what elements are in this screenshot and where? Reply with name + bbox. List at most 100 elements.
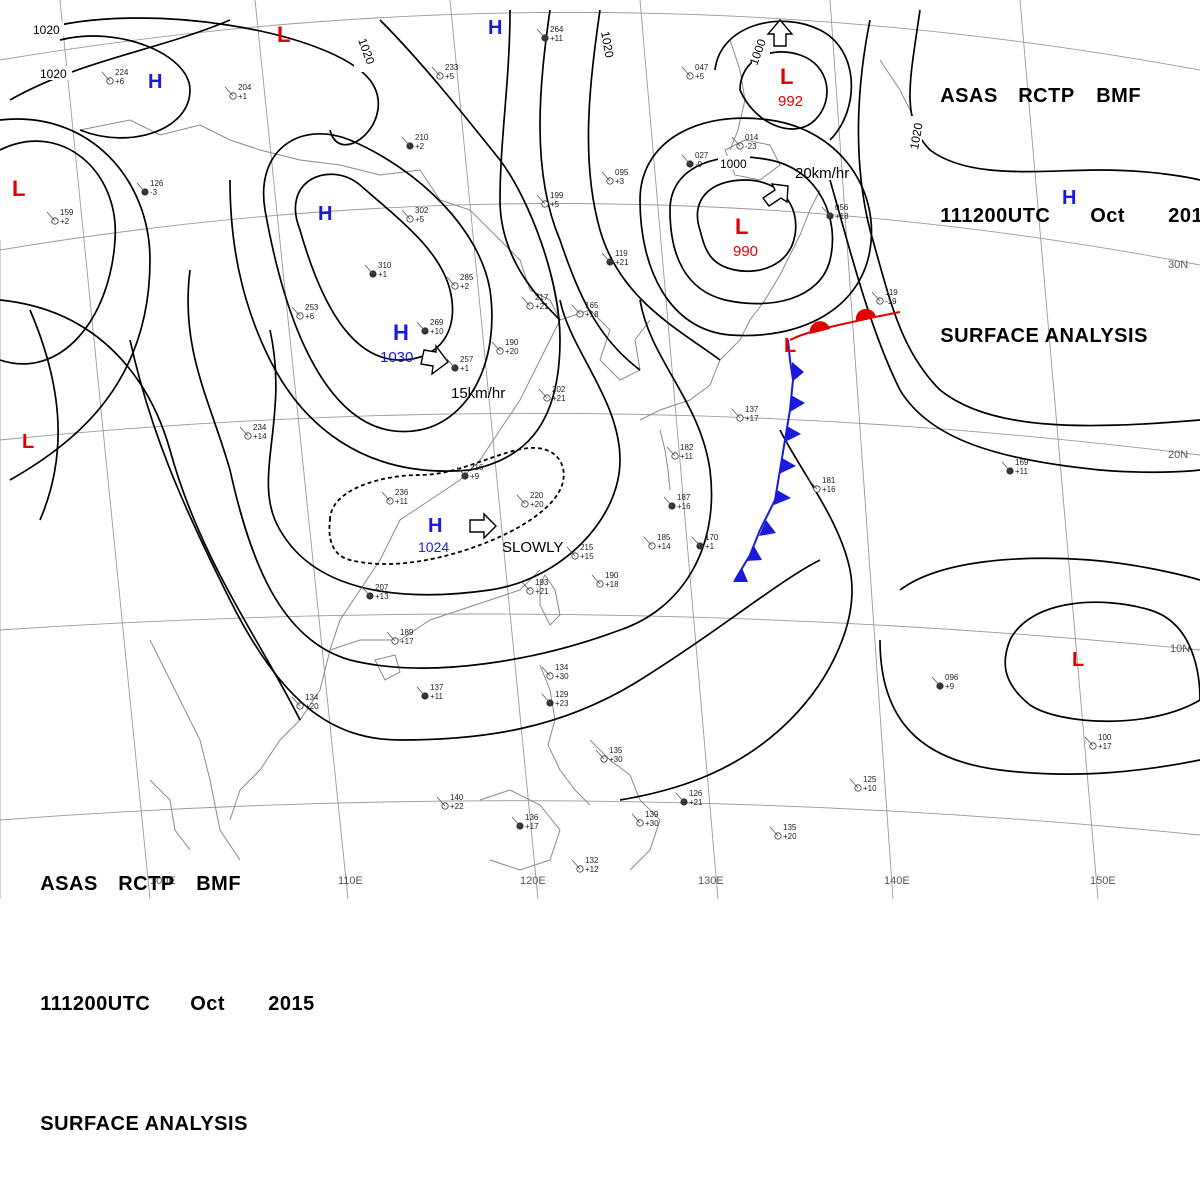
isobar-labels: 1020 1020 1020 1000 1000 1020 1020 (30, 22, 926, 171)
station-tendency: +21 (689, 798, 703, 807)
high-center-symbol: H (1062, 187, 1076, 209)
station-pressure: 095 (615, 168, 629, 177)
station-pressure: 234 (253, 423, 267, 432)
wind-barb (538, 388, 548, 399)
wind-barb (386, 631, 396, 642)
station-tendency: +17 (1098, 742, 1112, 751)
isobar-h-ring-3 (229, 19, 561, 472)
lat-label: 20N (1168, 449, 1188, 461)
station-plot: 233+5 (431, 63, 459, 81)
station-tendency: +18 (835, 212, 849, 221)
station-plot: 182+11 (666, 443, 694, 461)
station-pressure: 193 (535, 578, 549, 587)
station-tendency: +2 (460, 282, 470, 291)
wind-barb (681, 154, 691, 165)
isobar-low-center (696, 179, 797, 273)
station-pressure: 137 (745, 405, 759, 414)
lat-label: 10N (1170, 643, 1190, 655)
isobar-left-wide (29, 309, 59, 521)
station-plot: 014-23 (731, 133, 759, 151)
wind-barb (431, 66, 441, 77)
station-plot: 220+20 (516, 491, 544, 509)
station-plot: 132+12 (571, 856, 599, 874)
wind-barb (595, 749, 605, 760)
station-pressure: 137 (430, 683, 444, 692)
station-plot: 135+30 (595, 746, 623, 764)
wind-barb (601, 252, 611, 263)
header-office: BMF (196, 873, 242, 895)
station-plot: 134+30 (541, 663, 569, 681)
coast-hainan (374, 654, 401, 681)
coast-south-china (329, 569, 541, 651)
movement-label: 15km/hr (451, 385, 505, 402)
wind-barb (446, 358, 456, 369)
wind-barb (401, 209, 411, 220)
station-plot: 165+18 (571, 301, 599, 319)
station-plot: 119+21 (601, 249, 629, 267)
station-tendency: +2 (415, 142, 425, 151)
station-plot: 215+15 (566, 543, 594, 561)
wind-barb (849, 778, 859, 789)
isobar-h-ring-2 (262, 133, 493, 433)
high-center-symbol: H (318, 203, 332, 225)
station-tendency: +11 (430, 692, 444, 701)
station-plot: 202+21 (538, 385, 566, 403)
parallel-20n (0, 412, 1200, 456)
cold-front-line (734, 339, 795, 581)
coast-taiwan (539, 574, 561, 626)
station-pressure: 134 (555, 663, 569, 672)
pressure-centers: L H H L H H 1030 H 1024 L 992 L 990 L H … (12, 17, 1084, 671)
low-center-symbol: L (12, 176, 25, 201)
wind-barb (46, 211, 56, 222)
station-plot: 236+11 (381, 488, 409, 506)
wind-barb (591, 574, 601, 585)
meridian-150e (1019, 0, 1099, 899)
station-pressure: 165 (585, 301, 599, 310)
station-tendency: +16 (677, 502, 691, 511)
station-plot: 181+16 (808, 476, 836, 494)
station-pressure: 269 (430, 318, 444, 327)
station-pressure: 285 (460, 273, 474, 282)
isobar-label: 1020 (33, 23, 60, 37)
coast-japan-kyushu (639, 319, 751, 421)
station-pressure: 096 (945, 673, 959, 682)
wind-barb (1084, 736, 1094, 747)
coast-vietnam (229, 649, 331, 821)
wind-barb (224, 86, 234, 97)
station-tendency: +1 (705, 542, 715, 551)
isobar-label: 1020 (598, 30, 616, 59)
coastlines (79, 39, 916, 871)
low-center-value: 992 (778, 93, 803, 110)
station-plot: 217+21 (521, 293, 549, 311)
wind-barb (871, 291, 881, 302)
header-year: 2015 (1168, 205, 1200, 227)
wind-barb (446, 276, 456, 287)
station-tendency: +10 (863, 784, 877, 793)
low-center-symbol: L (22, 431, 34, 453)
station-plot: 302+5 (401, 206, 429, 224)
wind-barb (931, 676, 941, 687)
station-plot: 100+17 (1084, 733, 1112, 751)
wind-barb (541, 693, 551, 704)
wind-barb (631, 813, 641, 824)
station-tendency: +9 (945, 682, 955, 691)
warm-front-bump-1 (809, 321, 830, 334)
station-pressure: 236 (395, 488, 409, 497)
station-tendency: +14 (253, 432, 267, 441)
station-tendency: +1 (238, 92, 248, 101)
station-tendency: +12 (585, 865, 599, 874)
station-pressure: 181 (822, 476, 836, 485)
wind-barb (541, 666, 551, 677)
station-tendency: +21 (535, 302, 549, 311)
isobar-east-1 (587, 9, 721, 361)
wind-barb (364, 264, 374, 275)
wind-barb (521, 581, 531, 592)
coast-philippines (589, 739, 661, 871)
station-plots: 264+11233+5224+6126-3159+2204+1210+2199+… (46, 25, 1112, 874)
lon-label: 120E (520, 875, 546, 887)
wind-barb (491, 341, 501, 352)
wind-barb (1001, 461, 1011, 472)
wind-barb (681, 66, 691, 77)
station-tendency: +6 (115, 77, 125, 86)
station-tendency: +18 (605, 580, 619, 589)
